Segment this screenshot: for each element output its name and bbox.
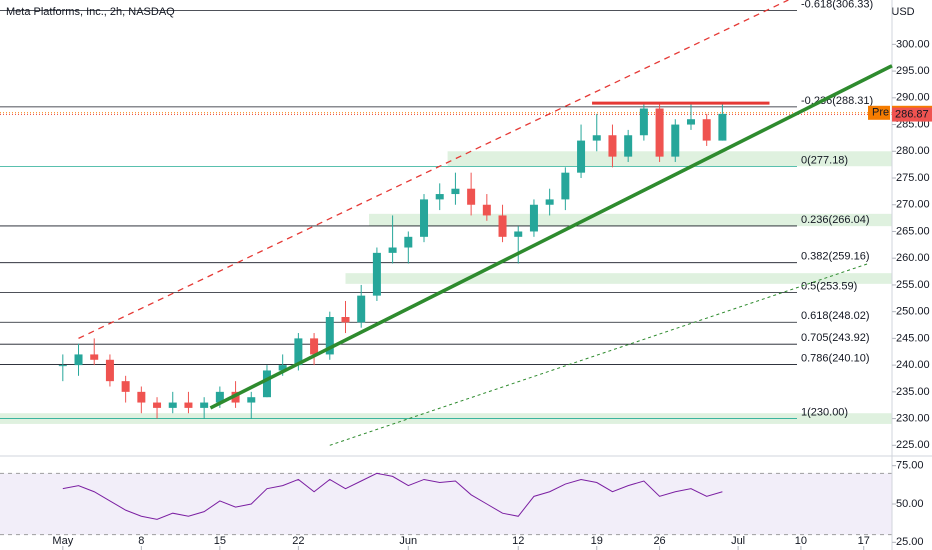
fib-label: 0.618(248.02) <box>801 310 870 322</box>
candle-body <box>608 135 617 157</box>
x-tick-label: 19 <box>591 535 603 547</box>
y-tick-label: 255.00 <box>896 279 930 291</box>
candle-body <box>702 119 711 141</box>
candle-body <box>105 359 114 382</box>
y-tick-label: 265.00 <box>896 225 930 237</box>
x-tick-label: 8 <box>138 535 144 547</box>
y-tick-label: 245.00 <box>896 332 930 344</box>
x-tick-label: 22 <box>292 535 304 547</box>
y-tick-label: 230.00 <box>896 412 930 424</box>
candle-body <box>577 140 586 173</box>
candle-body <box>404 236 413 248</box>
candle-body <box>514 231 523 237</box>
close-price-label: 286.87 <box>895 108 929 120</box>
candle-body <box>671 124 680 157</box>
chart-title: Meta Platforms, Inc., 2h, NASDAQ <box>6 6 175 18</box>
y-tick-label: 300.00 <box>896 38 930 50</box>
y-tick-label: 260.00 <box>896 252 930 264</box>
fib-label: -0.618(306.33) <box>801 0 873 10</box>
zone <box>447 151 892 167</box>
candle-body <box>200 402 209 408</box>
candle-body <box>58 365 67 367</box>
pre-label: Pre <box>872 107 889 119</box>
fib-label: 0.5(253.59) <box>801 280 857 292</box>
candle-body <box>655 108 664 157</box>
candle-body <box>168 402 177 408</box>
candle-body <box>545 199 554 205</box>
y-tick-label: 250.00 <box>896 306 930 318</box>
candle-body <box>247 397 256 403</box>
x-tick-label: May <box>52 535 73 547</box>
candle-body <box>718 113 727 141</box>
candle-body <box>153 402 162 408</box>
candle-body <box>184 402 193 408</box>
close-price-box <box>892 107 932 122</box>
candle-body <box>357 295 366 323</box>
candle-body <box>592 135 601 141</box>
y-tick-label: 295.00 <box>896 65 930 77</box>
y-tick-label: 225.00 <box>896 439 930 451</box>
y-tick-label: 240.00 <box>896 359 930 371</box>
candle-body <box>74 354 83 366</box>
candle-body <box>482 204 491 216</box>
fib-label: 0.705(243.92) <box>801 332 870 344</box>
x-tick-label: 17 <box>858 535 870 547</box>
zone <box>345 273 893 284</box>
candle-body <box>372 252 381 296</box>
rsi-tick-label: 50.00 <box>896 498 924 510</box>
candle-body <box>215 391 224 403</box>
trend-line <box>209 64 893 410</box>
x-tick-label: 15 <box>214 535 226 547</box>
rsi-tick-label: 75.00 <box>896 460 924 472</box>
x-tick-label: Jul <box>731 535 745 547</box>
x-tick-label: Jun <box>399 535 417 547</box>
candle-body <box>325 317 334 355</box>
rsi-tick-label: 25.00 <box>896 536 924 548</box>
y-tick-label: 290.00 <box>896 92 930 104</box>
candle-body <box>467 188 476 205</box>
trend-line <box>329 263 869 446</box>
candle-body <box>310 338 319 355</box>
x-tick-label: 26 <box>653 535 665 547</box>
candle-body <box>341 317 350 323</box>
y-tick-label: 235.00 <box>896 386 930 398</box>
candle-body <box>639 108 648 136</box>
candle-body <box>624 135 633 157</box>
candle-body <box>388 247 397 253</box>
candle-body <box>90 354 99 360</box>
pre-box <box>868 105 890 120</box>
candle-body <box>498 215 507 237</box>
fib-label: 1(230.00) <box>801 406 848 418</box>
fib-label: 0(277.18) <box>801 154 848 166</box>
candle-body <box>451 188 460 195</box>
fib-label: 0.236(266.04) <box>801 214 870 226</box>
y-tick-label: 275.00 <box>896 172 930 184</box>
candle-body <box>686 119 695 125</box>
candle-body <box>420 199 429 237</box>
candle-body <box>561 172 570 200</box>
candle-body <box>121 381 130 392</box>
currency: USD <box>891 6 914 18</box>
candle-body <box>137 391 146 403</box>
fib-label: 0.382(259.16) <box>801 251 870 263</box>
candle-body <box>294 338 303 366</box>
fib-label: 0.786(240.10) <box>801 352 870 364</box>
x-tick-label: 12 <box>512 535 524 547</box>
rsi-band <box>0 473 892 535</box>
y-tick-label: 280.00 <box>896 145 930 157</box>
candle-body <box>529 204 538 232</box>
y-tick-label: 270.00 <box>896 199 930 211</box>
candle-body <box>278 365 287 371</box>
candle-body <box>262 370 271 398</box>
rsi-line <box>62 472 723 520</box>
x-tick-label: 10 <box>795 535 807 547</box>
candle-body <box>435 194 444 200</box>
